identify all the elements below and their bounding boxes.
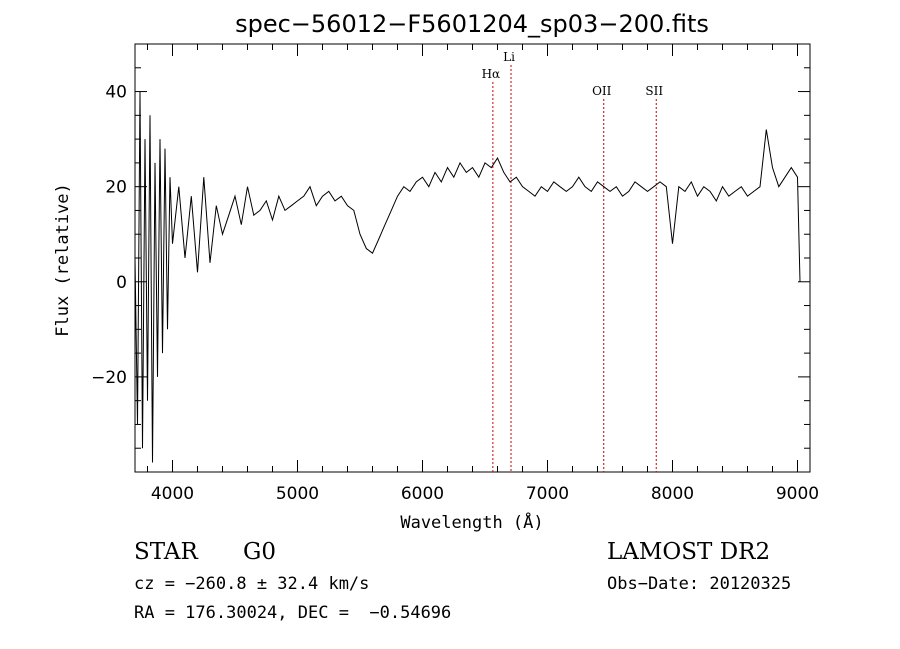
x-axis-label: Wavelength (Å)	[400, 511, 543, 533]
redshift-velocity: cz = −260.8 ± 32.4 km/s	[134, 574, 370, 594]
marker-label: Li	[503, 50, 515, 64]
spectrum-series-line	[134, 91, 801, 463]
x-tick-label: 5000	[276, 484, 319, 504]
y-axis-label: Flux (relative)	[53, 183, 73, 337]
chart-title: spec−56012−F5601204_sp03−200.fits	[235, 10, 709, 38]
x-tick-label: 9000	[776, 484, 819, 504]
y-tick-label: 40	[105, 83, 127, 103]
x-tick-label: 7000	[526, 484, 569, 504]
sky-coordinates: RA = 176.30024, DEC = −0.54696	[134, 603, 452, 623]
x-tick-label: 6000	[401, 484, 444, 504]
y-tick-label: 0	[116, 273, 127, 293]
object-subclass: G0	[243, 539, 277, 565]
x-tick-label: 8000	[651, 484, 694, 504]
axis-ticks	[135, 43, 810, 472]
observation-date: Obs−Date: 20120325	[607, 574, 792, 594]
axis-tick-labels: 4000 5000 6000 7000 8000 9000 −20 0 20 40	[91, 83, 819, 504]
x-tick-label: 4000	[151, 484, 194, 504]
marker-label: OII	[592, 84, 612, 98]
marker-label: SII	[645, 84, 663, 98]
object-class: STAR	[134, 539, 198, 565]
survey-name: LAMOST DR2	[607, 539, 771, 565]
y-tick-label: −20	[91, 368, 127, 388]
y-tick-label: 20	[105, 178, 127, 198]
marker-label: Hα	[482, 67, 501, 81]
plot-frame	[134, 43, 811, 473]
